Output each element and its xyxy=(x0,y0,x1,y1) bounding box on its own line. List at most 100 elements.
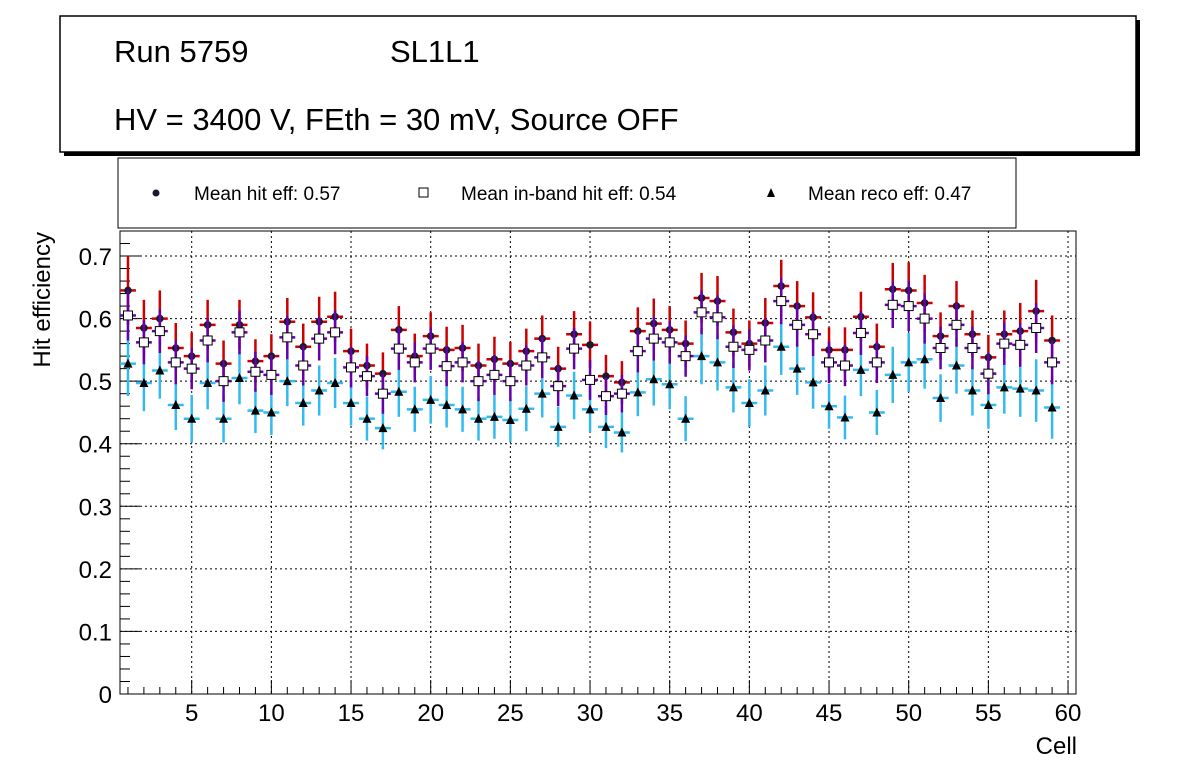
reco-point xyxy=(203,378,213,388)
reco-point xyxy=(155,365,165,375)
reco-point xyxy=(967,385,977,395)
reco-point xyxy=(171,399,181,409)
x-tick-label: 35 xyxy=(656,700,683,727)
y-tick-label: 0 xyxy=(99,682,112,709)
reco-point xyxy=(728,382,738,392)
reco-point xyxy=(410,404,420,414)
reco-point xyxy=(298,398,308,408)
reco-point xyxy=(139,378,149,388)
title-box xyxy=(59,15,1137,153)
reco-point xyxy=(808,377,818,387)
reco-point xyxy=(250,405,260,415)
inband-point xyxy=(505,376,516,387)
reco-point xyxy=(505,414,515,424)
inband-point xyxy=(616,388,627,399)
inband-point xyxy=(298,360,309,371)
x-tick-label: 15 xyxy=(338,700,365,727)
inband-point xyxy=(537,352,548,363)
inband-point xyxy=(1015,339,1026,350)
reco-point xyxy=(489,411,499,421)
reco-point xyxy=(744,398,754,408)
x-tick-label: 5 xyxy=(185,700,198,727)
reco-point xyxy=(378,423,388,433)
inband-point xyxy=(122,310,133,321)
inband-point xyxy=(361,371,372,382)
inband-point xyxy=(632,346,643,357)
x-tick-label: 10 xyxy=(258,700,285,727)
inband-point xyxy=(234,327,245,338)
inband-point xyxy=(186,363,197,374)
x-tick-label: 30 xyxy=(577,700,604,727)
reco-point xyxy=(824,401,834,411)
reco-point xyxy=(792,363,802,373)
reco-point xyxy=(601,421,611,431)
reco-point xyxy=(426,394,436,404)
inband-point xyxy=(425,343,436,354)
hit-point xyxy=(586,341,594,349)
reco-point xyxy=(314,385,324,395)
reco-point xyxy=(553,421,563,431)
reco-point xyxy=(697,351,707,361)
reco-point xyxy=(266,407,276,417)
x-tick-label: 60 xyxy=(1055,700,1082,727)
inband-point xyxy=(170,357,181,368)
reco-point xyxy=(362,413,372,423)
inband-point xyxy=(457,357,468,368)
x-tick-label: 50 xyxy=(895,700,922,727)
inband-point xyxy=(903,301,914,312)
reco-point xyxy=(330,378,340,388)
y-tick-label: 0.2 xyxy=(79,557,112,584)
inband-point xyxy=(887,299,898,310)
y-axis-title: Hit efficiency xyxy=(29,232,56,368)
inband-point xyxy=(489,369,500,380)
inband-point xyxy=(250,366,261,377)
x-axis-title: Cell xyxy=(1036,733,1077,760)
y-tick-label: 0.7 xyxy=(79,244,112,271)
reco-point xyxy=(760,385,770,395)
inband-point xyxy=(808,329,819,340)
legend-box xyxy=(117,157,1017,229)
inband-point xyxy=(696,307,707,318)
y-tick-label: 0.4 xyxy=(79,432,112,459)
reco-point xyxy=(458,404,468,414)
inband-point xyxy=(282,332,293,343)
inband-point xyxy=(744,344,755,355)
inband-point xyxy=(218,376,229,387)
x-tick-label: 25 xyxy=(497,700,524,727)
reco-point xyxy=(920,354,930,364)
inband-point xyxy=(154,326,165,337)
reco-point xyxy=(1015,383,1025,393)
inband-point xyxy=(1047,357,1058,368)
inband-point xyxy=(346,362,357,373)
reco-point xyxy=(442,399,452,409)
x-tick-label: 40 xyxy=(736,700,763,727)
reco-point xyxy=(617,427,627,437)
inband-point xyxy=(585,374,596,385)
inband-point xyxy=(871,357,882,368)
inband-point xyxy=(314,333,325,344)
inband-point xyxy=(569,343,580,354)
reco-point xyxy=(983,399,993,409)
inband-point xyxy=(330,327,341,338)
y-tick-label: 0.6 xyxy=(79,307,112,334)
reco-point xyxy=(1031,385,1041,395)
inband-point xyxy=(712,312,723,323)
inband-point xyxy=(377,388,388,399)
reco-point xyxy=(713,357,722,367)
y-tick-label: 0.3 xyxy=(79,494,112,521)
reco-point xyxy=(649,374,659,384)
x-tick-label: 55 xyxy=(975,700,1002,727)
reco-point xyxy=(1047,402,1057,412)
inband-point xyxy=(967,343,978,354)
title-run: Run 5759 xyxy=(114,34,248,69)
inband-point xyxy=(839,360,850,371)
reco-point xyxy=(474,413,483,423)
reco-point xyxy=(888,369,898,379)
reco-point xyxy=(936,393,946,403)
reco-point xyxy=(681,413,691,423)
inband-point xyxy=(776,296,787,307)
inband-point xyxy=(266,369,277,380)
legend-label-reco: Mean reco eff: 0.47 xyxy=(808,184,971,205)
reco-point xyxy=(394,386,404,396)
